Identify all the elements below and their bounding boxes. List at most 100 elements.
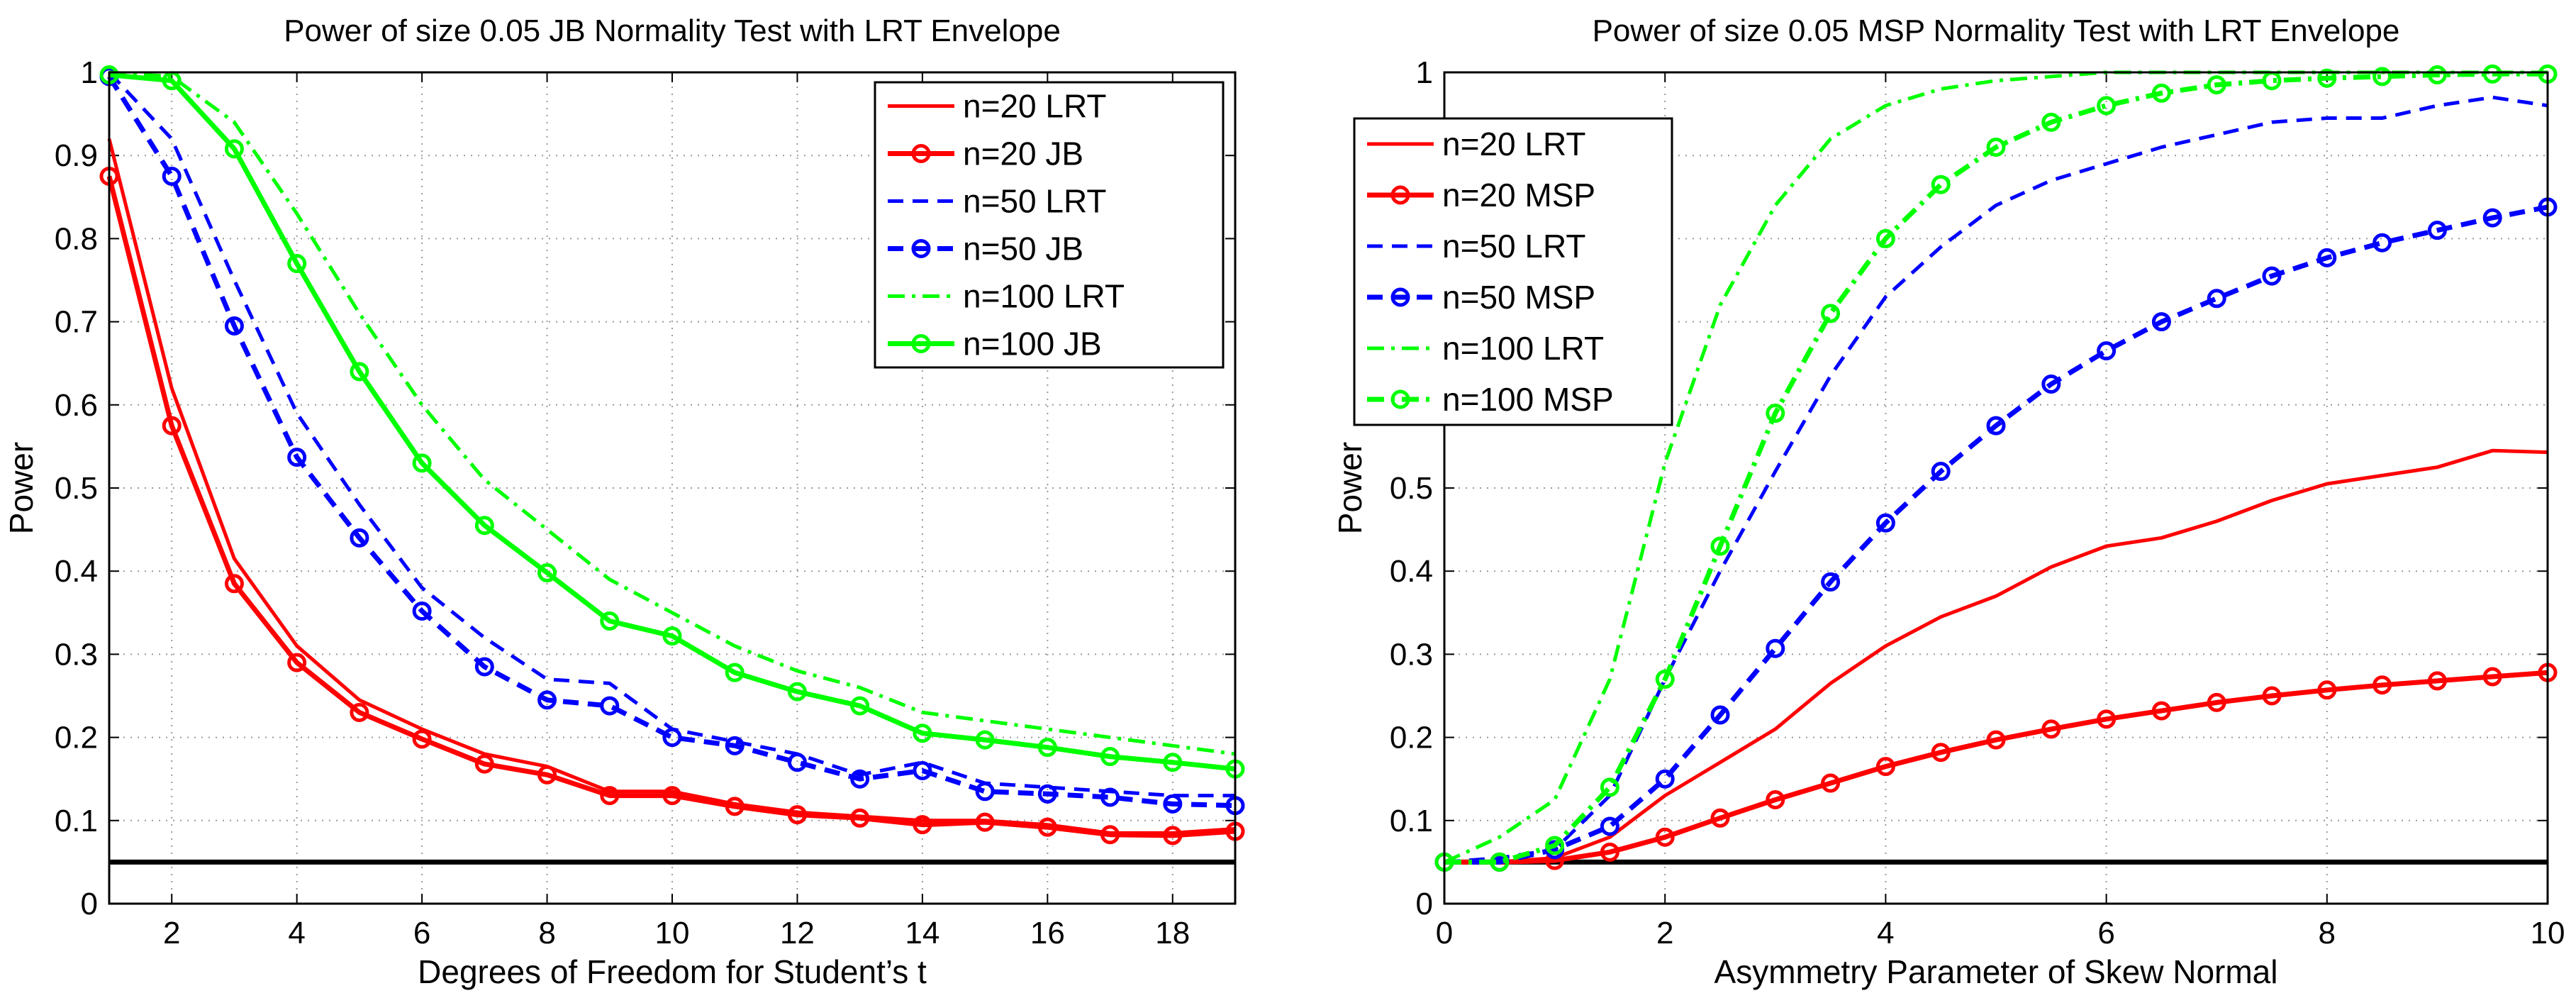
series-line-n-20-lrt (1444, 448, 2548, 864)
series-line-n-20-msp (1444, 670, 2548, 865)
data-point-marker (1655, 769, 1675, 789)
legend-label: n=20 MSP (1442, 177, 1595, 214)
legend-marker (911, 334, 931, 353)
legend-label: n=50 LRT (963, 183, 1106, 220)
data-point-marker (1655, 670, 1675, 689)
data-point-marker (2151, 701, 2171, 721)
x-tick-label: 12 (780, 916, 815, 950)
y-tick-label: 0.3 (1390, 637, 1433, 672)
data-point-marker (1875, 228, 1895, 248)
legend-label: n=50 LRT (1442, 228, 1585, 265)
x-tick-label: 4 (1877, 916, 1894, 950)
data-point-marker (1821, 572, 1841, 592)
series-line-n-100-msp (1444, 71, 2548, 865)
data-point-marker (474, 754, 494, 774)
data-point-marker (1766, 638, 1785, 658)
legend-marker (1390, 185, 1410, 205)
data-point-marker (975, 730, 995, 750)
chart-title: Power of size 0.05 MSP Normality Test wi… (1593, 13, 2400, 48)
legend-label: n=20 JB (963, 135, 1083, 172)
x-axis-label: Degrees of Freedom for Student’s t (418, 953, 927, 990)
data-point-marker (287, 653, 307, 672)
data-point-marker (1037, 784, 1057, 804)
y-tick-label: 0.3 (55, 637, 98, 672)
data-point-marker (662, 728, 682, 748)
data-point-marker (1931, 462, 1951, 482)
data-point-marker (537, 690, 557, 710)
data-point-marker (350, 528, 369, 548)
data-point-marker (787, 682, 807, 702)
legend-marker (1390, 287, 1410, 307)
data-point-marker (1100, 787, 1120, 807)
data-point-marker (2427, 671, 2447, 691)
data-point-marker (350, 362, 369, 382)
data-point-marker (2041, 719, 2061, 739)
y-tick-label: 0.9 (55, 138, 98, 173)
data-point-marker (850, 769, 870, 789)
data-point-marker (412, 453, 432, 473)
data-point-marker (1821, 304, 1841, 323)
x-tick-label: 8 (2319, 916, 2336, 950)
data-point-marker (975, 812, 995, 832)
data-point-marker (1710, 808, 1730, 828)
series-line-n-100-jb (108, 72, 1236, 772)
y-tick-label: 0.5 (55, 471, 98, 506)
legend-marker (1390, 389, 1410, 409)
data-point-marker (1490, 852, 1510, 872)
y-tick-label: 0.4 (1390, 554, 1433, 589)
data-point-marker (1986, 730, 2006, 750)
data-point-marker (975, 782, 995, 802)
y-tick-label: 0.6 (55, 388, 98, 423)
legend-label: n=20 LRT (1442, 126, 1585, 162)
y-axis-label: Power (3, 442, 40, 534)
data-point-marker (662, 786, 682, 806)
data-point-marker (162, 416, 182, 436)
legend-marker (911, 144, 931, 163)
axes-box (1443, 71, 2549, 905)
data-point-marker (850, 808, 870, 828)
series-line-n-20-jb (106, 175, 1236, 838)
data-point-marker (1163, 826, 1183, 845)
chart-title: Power of size 0.05 JB Normality Test wit… (284, 13, 1061, 48)
data-point-marker (2151, 83, 2171, 103)
legend: n=20 LRT n=20 MSP n=50 LRT n=50 MSP n=100 LR… (1353, 117, 1673, 426)
series-line-n-50-msp (1444, 204, 2548, 865)
data-point-marker (2207, 289, 2226, 309)
x-tick-label: 10 (2531, 916, 2565, 950)
data-point-marker (2097, 709, 2117, 729)
data-point-marker (2373, 675, 2392, 695)
data-point-marker (725, 797, 745, 816)
y-tick-label: 0 (1416, 887, 1433, 921)
data-point-marker (600, 611, 620, 631)
y-axis-label: Power (1332, 442, 1368, 534)
data-point-marker (1600, 816, 1619, 836)
data-point-marker (1875, 757, 1895, 777)
data-point-marker (2317, 68, 2337, 88)
data-point-marker (287, 448, 307, 467)
y-tick-label: 1 (1416, 55, 1433, 90)
legend-label: n=50 MSP (1442, 279, 1595, 316)
legend-label: n=50 JB (963, 231, 1083, 267)
data-point-marker (2262, 266, 2282, 286)
x-axis-label: Asymmetry Parameter of Skew Normal (1714, 953, 2278, 990)
data-point-marker (2207, 692, 2226, 712)
data-point-marker (224, 574, 244, 594)
series-line-n-100-lrt (108, 70, 1236, 756)
data-point-marker (1986, 137, 2006, 157)
data-point-marker (474, 516, 494, 536)
x-tick-label: 18 (1155, 916, 1190, 950)
data-point-marker (412, 729, 432, 749)
data-point-marker (2482, 208, 2502, 228)
legend-label: n=100 LRT (963, 278, 1125, 315)
data-point-marker (600, 696, 620, 716)
data-point-marker (2427, 221, 2447, 240)
data-point-marker (2041, 375, 2061, 394)
data-point-marker (2482, 667, 2502, 687)
legend-label: n=20 LRT (963, 88, 1106, 125)
data-point-marker (1600, 777, 1619, 797)
data-point-marker (1037, 738, 1057, 758)
data-point-marker (224, 316, 244, 336)
legend-box (1353, 117, 1673, 426)
data-point-marker (1710, 536, 1730, 556)
y-tick-label: 0.2 (1390, 721, 1433, 755)
